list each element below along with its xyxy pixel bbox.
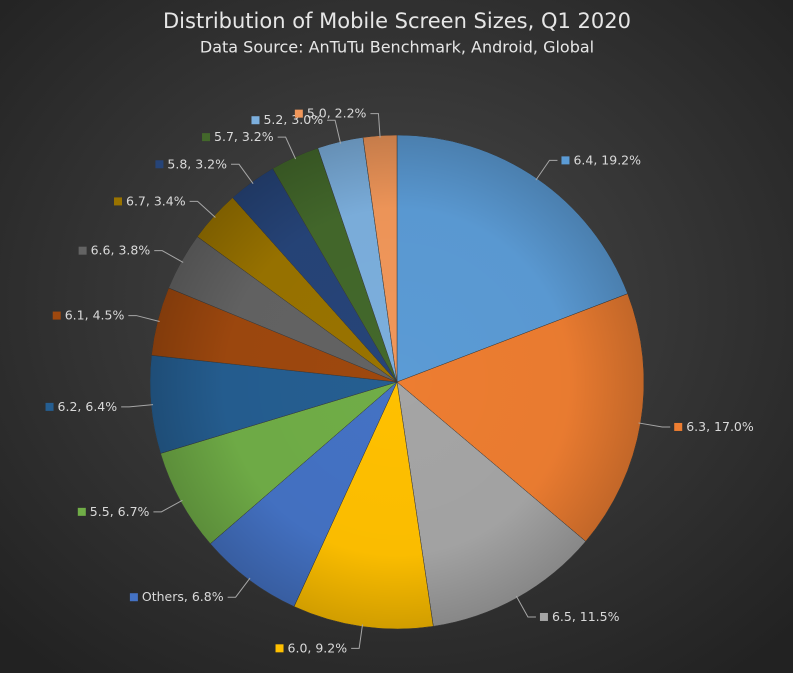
- label-value: 3.4%: [154, 193, 186, 208]
- data-label: 6.0, 9.2%: [288, 640, 348, 655]
- label-value: 6.8%: [192, 589, 224, 604]
- data-label: 6.7, 3.4%: [126, 193, 186, 208]
- leader-line: [277, 136, 297, 160]
- data-label: 6.4, 19.2%: [573, 152, 641, 167]
- leader-line: [128, 315, 160, 322]
- label-value: 2.2%: [335, 105, 367, 120]
- data-label: 6.3, 17.0%: [686, 418, 754, 433]
- label-value: 17.0%: [714, 418, 754, 433]
- legend-key: [52, 311, 61, 320]
- legend-key: [114, 197, 123, 206]
- chart-title: Distribution of Mobile Screen Sizes, Q1 …: [163, 9, 631, 33]
- label-value: 4.5%: [93, 307, 125, 322]
- leader-line: [154, 250, 184, 263]
- label-value: 3.2%: [242, 129, 274, 144]
- legend-key: [129, 593, 138, 602]
- legend-key: [294, 109, 303, 118]
- leader-line: [231, 163, 254, 184]
- data-labels: 6.4, 19.2% 6.3, 17.0% 6.5, 11.5% 6.0, 9.2% O…: [45, 105, 754, 655]
- label-value: 3.2%: [195, 156, 227, 171]
- data-label: 5.0, 2.2%: [307, 105, 367, 120]
- data-label: 6.2, 6.4%: [58, 398, 118, 413]
- label-category: 6.5: [552, 608, 572, 623]
- label-category: 5.8: [167, 156, 187, 171]
- label-category: 5.5: [90, 503, 110, 518]
- label-category: 6.0: [288, 640, 308, 655]
- data-label: 6.6, 3.8%: [91, 242, 151, 257]
- label-category: 6.2: [58, 398, 78, 413]
- leader-line: [327, 119, 342, 144]
- label-value: 3.8%: [118, 242, 150, 257]
- data-label: 5.7, 3.2%: [214, 129, 274, 144]
- label-category: 5.7: [214, 129, 234, 144]
- leader-line: [153, 499, 183, 513]
- legend-key: [155, 160, 164, 169]
- label-category: 6.6: [91, 242, 111, 257]
- legend-key: [539, 612, 548, 621]
- legend-key: [202, 133, 211, 142]
- data-label: 5.5, 6.7%: [90, 503, 150, 518]
- data-label: 6.1, 4.5%: [65, 307, 125, 322]
- legend-key: [45, 402, 54, 411]
- label-value: 19.2%: [601, 152, 641, 167]
- leader-line: [370, 113, 381, 138]
- leader-line: [515, 595, 536, 618]
- label-value: 6.7%: [118, 503, 150, 518]
- label-category: 6.4: [573, 152, 593, 167]
- data-label: 5.8, 3.2%: [167, 156, 227, 171]
- chart-subtitle: Data Source: AnTuTu Benchmark, Android, …: [200, 38, 594, 57]
- leader-line: [227, 577, 251, 598]
- data-label: 6.5, 11.5%: [552, 608, 620, 623]
- leader-line: [535, 159, 558, 181]
- leader-line: [638, 422, 671, 428]
- label-category: 6.3: [686, 418, 706, 433]
- legend-key: [251, 116, 260, 125]
- leader-line: [351, 624, 364, 649]
- label-value: 6.4%: [85, 398, 117, 413]
- label-value: 11.5%: [580, 608, 620, 623]
- label-category: 6.7: [126, 193, 146, 208]
- legend-key: [275, 644, 284, 653]
- legend-key: [674, 422, 683, 431]
- label-category: 5.2: [263, 112, 283, 127]
- legend-key: [78, 246, 87, 255]
- leader-line: [189, 200, 216, 218]
- leader-line: [121, 404, 154, 408]
- label-category: 5.0: [307, 105, 327, 120]
- legend-key: [77, 507, 86, 516]
- pie: [149, 134, 645, 630]
- data-label: Others, 6.8%: [142, 589, 224, 604]
- label-category: Others: [142, 589, 184, 604]
- label-value: 9.2%: [315, 640, 347, 655]
- label-category: 6.1: [65, 307, 85, 322]
- legend-key: [561, 156, 570, 165]
